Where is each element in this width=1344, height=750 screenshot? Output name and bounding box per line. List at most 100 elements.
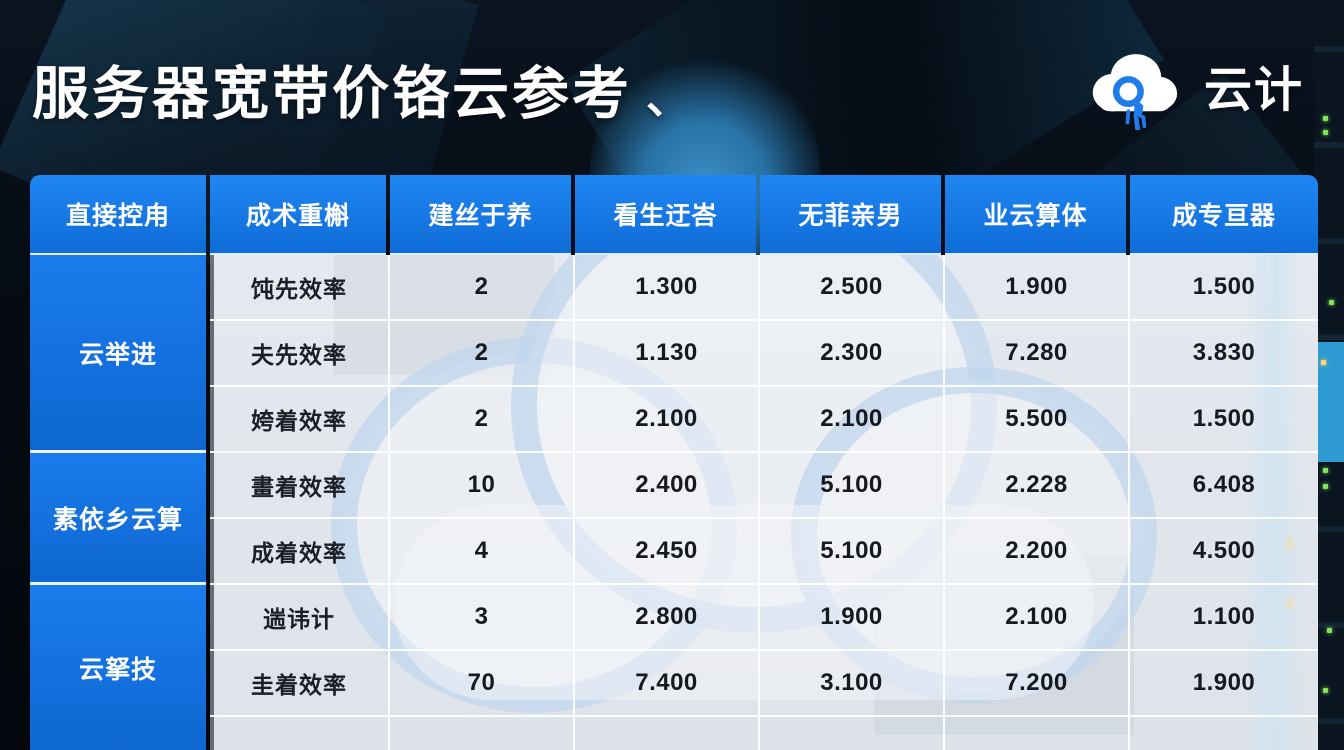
column-header: 看生迂峇 (575, 175, 756, 255)
cell-value: 3.100 (820, 669, 883, 696)
led-dot (1323, 484, 1328, 489)
led-dot (1323, 116, 1328, 121)
led-dot (1323, 130, 1328, 135)
cell-value: 2.228 (1005, 471, 1068, 498)
table-cell: 2.100 (575, 387, 760, 453)
cell-value: 2.100 (635, 405, 698, 432)
server-rack-blue-band (1314, 342, 1344, 462)
cell-value: 10 (467, 471, 496, 498)
table-cell-partial (760, 717, 945, 750)
table-cell: 2 (390, 387, 575, 453)
cell-value: 1.130 (635, 339, 698, 366)
cell-value: 2 (474, 405, 489, 432)
backdrop-led-ghost (1286, 537, 1294, 549)
cell-value: 2 (474, 339, 489, 366)
table-cell: 2.400 (575, 453, 760, 519)
cell-value: 2.200 (1005, 537, 1068, 564)
row-label-text: 姱着效率 (251, 408, 347, 434)
cell-value: 1.900 (820, 603, 883, 630)
cell-value: 6.408 (1192, 471, 1256, 498)
table-cell: 1.100 (1130, 585, 1318, 651)
cell-value: 1.900 (1192, 669, 1256, 696)
led-dot (1329, 300, 1334, 305)
brand-logo: 云计 (1082, 40, 1304, 130)
row-label-text: 成着效率 (251, 540, 347, 566)
table-row-label: 饨先效率 (210, 255, 390, 321)
column-header: 成术重槲 (210, 175, 386, 255)
table-cell: 2.228 (945, 453, 1130, 519)
cell-value: 2.800 (635, 603, 698, 630)
table-cell: 2.500 (760, 255, 945, 321)
table-cell: 2.100 (945, 585, 1130, 651)
table-cell: 1.900 (760, 585, 945, 651)
cell-value: 2.100 (1005, 603, 1068, 630)
table-cell: 2.200 (945, 519, 1130, 585)
table-cell: 4 (390, 519, 575, 585)
table-cell: 2.450 (575, 519, 760, 585)
cell-value: 1.500 (1192, 405, 1256, 432)
table-row-label: 姱着效率 (210, 387, 390, 453)
column-header: 直接控甪 (30, 175, 206, 255)
page-title-mark: 、 (646, 74, 693, 123)
table-cell: 2.300 (760, 321, 945, 387)
cell-value: 70 (467, 669, 496, 696)
cell-value: 1.900 (1005, 273, 1068, 300)
cell-value: 3 (474, 603, 489, 630)
table-cell-partial (1130, 717, 1318, 750)
row-label-text: 夫先效率 (251, 342, 347, 368)
column-header: 成专亘器 (1130, 175, 1318, 255)
price-table: 直接控甪 成术重槲 建丝于养 看生迂峇 无菲亲男 业云算体 成专亘器 云举进 素… (30, 175, 1318, 750)
column-header: 业云算体 (945, 175, 1126, 255)
column-header: 建丝于养 (390, 175, 571, 255)
cloud-rocket-icon (1092, 54, 1178, 130)
table-cell: 2 (390, 255, 575, 321)
cell-value: 5.500 (1005, 405, 1068, 432)
row-label-text: 畫着效率 (251, 474, 347, 500)
table-cell: 2.800 (575, 585, 760, 651)
table-cell: 7.400 (575, 651, 760, 717)
cell-value: 5.100 (820, 537, 883, 564)
table-cell: 4.500 (1130, 519, 1318, 585)
cell-value: 2 (474, 273, 489, 300)
led-dot (1327, 628, 1332, 633)
backdrop-led-ghost (1286, 597, 1294, 609)
cell-value: 7.400 (635, 669, 698, 696)
cell-value: 3.830 (1192, 339, 1256, 366)
row-label-text: 圭着效率 (251, 672, 347, 698)
table-cell: 2.100 (760, 387, 945, 453)
table-cell: 2 (390, 321, 575, 387)
cell-value: 1.300 (635, 273, 698, 300)
table-cell-partial (390, 717, 575, 750)
cloud-watermark-icon (331, 255, 1157, 713)
cell-value: 2.300 (820, 339, 883, 366)
table-cell: 1.130 (575, 321, 760, 387)
table-cell: 6.408 (1130, 453, 1318, 519)
cell-value: 4.500 (1192, 537, 1256, 564)
table-backdrop (214, 255, 1318, 750)
table-row-label: 成着效率 (210, 519, 390, 585)
cell-value: 2.500 (820, 273, 883, 300)
table-cell: 7.200 (945, 651, 1130, 717)
table-cell: 7.280 (945, 321, 1130, 387)
cell-value: 4 (474, 537, 489, 564)
row-label-text: 遄讳计 (263, 606, 335, 632)
cell-value: 1.500 (1192, 273, 1256, 300)
column-header: 无菲亲男 (760, 175, 941, 255)
brand-logo-text: 云计 (1203, 64, 1304, 117)
table-cell: 5.500 (945, 387, 1130, 453)
table-cell: 5.100 (760, 519, 945, 585)
table-cell-partial (210, 717, 390, 750)
table-cell: 3 (390, 585, 575, 651)
table-row-label: 遄讳计 (210, 585, 390, 651)
cell-value: 1.100 (1192, 603, 1256, 630)
led-dot (1323, 468, 1328, 473)
row-group-label: 云拏技 (30, 585, 206, 750)
cell-value: 2.400 (635, 471, 698, 498)
cell-value: 2.450 (635, 537, 698, 564)
row-label-text: 饨先效率 (251, 276, 347, 302)
cell-value: 5.100 (820, 471, 883, 498)
table-cell: 1.900 (1130, 651, 1318, 717)
table-row-label: 畫着效率 (210, 453, 390, 519)
table-row-label: 圭着效率 (210, 651, 390, 717)
table-cell: 1.300 (575, 255, 760, 321)
